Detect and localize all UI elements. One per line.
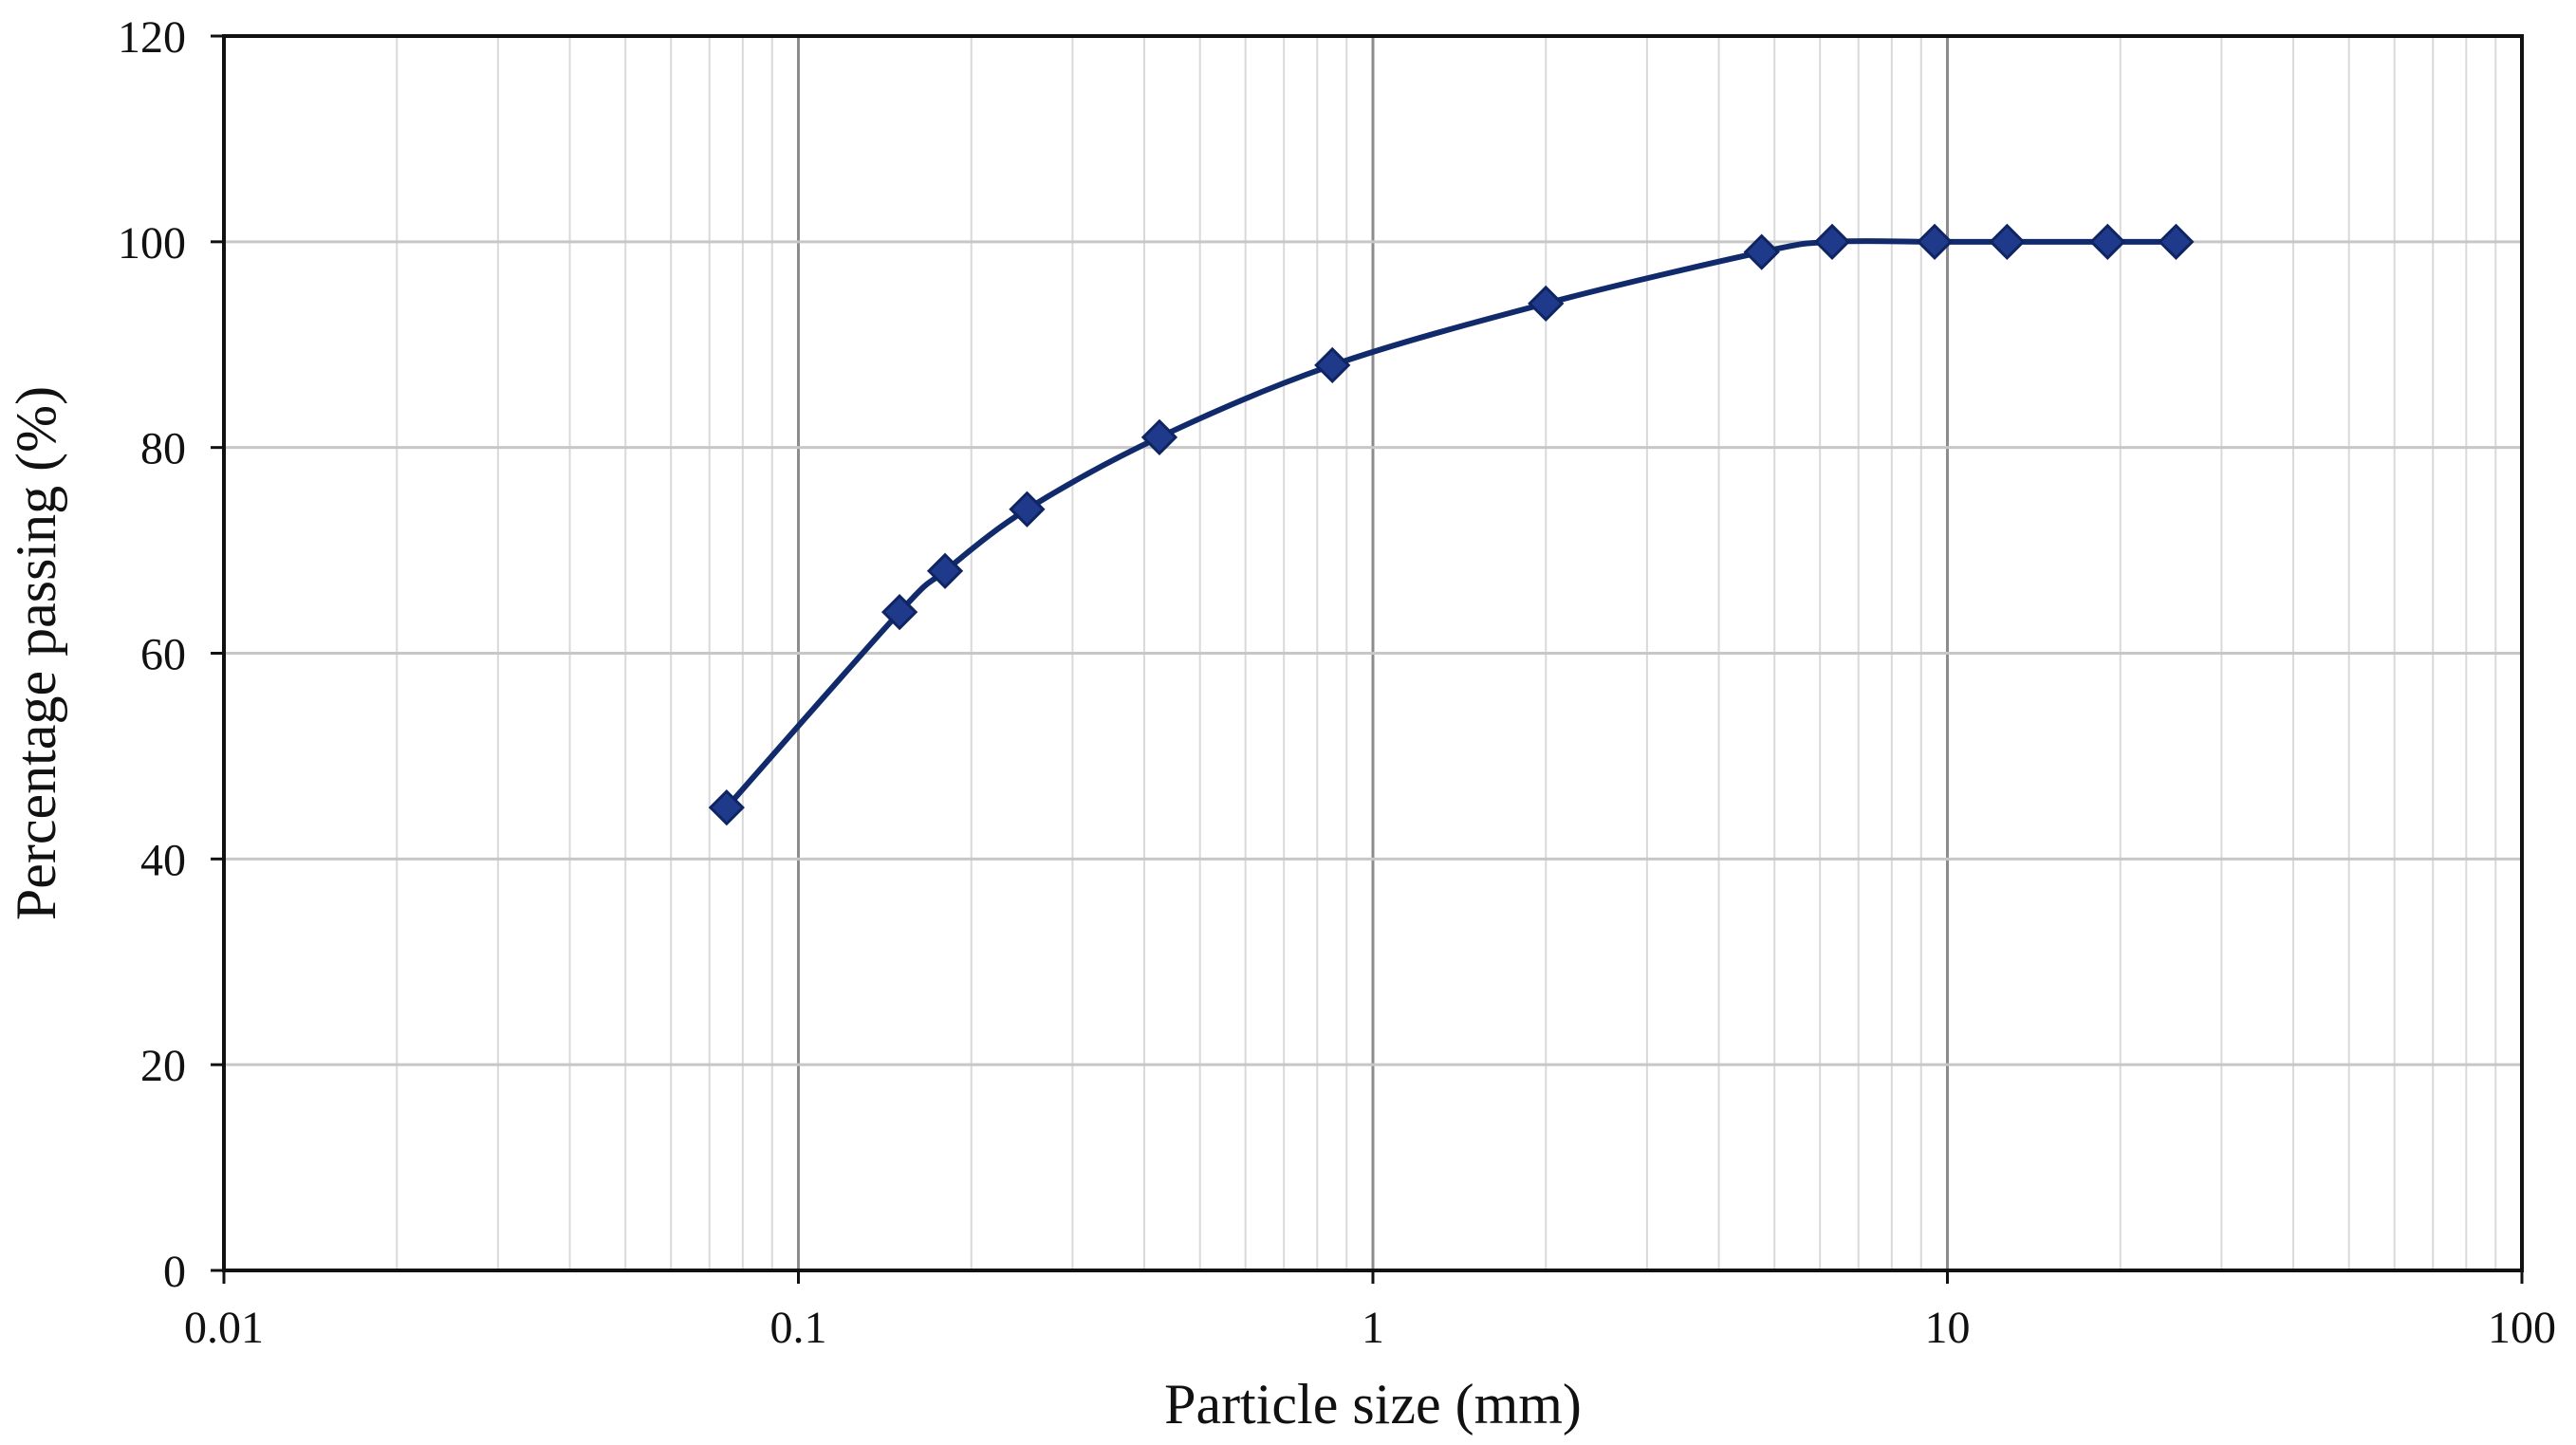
x-tick-label: 10 [1925, 1303, 1971, 1353]
x-axis-title: Particle size (mm) [1164, 1373, 1582, 1436]
y-tick-label: 100 [118, 218, 186, 269]
y-tick-label: 0 [163, 1247, 186, 1297]
data-point-diamond [1743, 233, 1780, 270]
tick-labels: 0 20 40 60 80 100 120 0.01 0.1 1 10 100 [118, 12, 2556, 1353]
y-tick-label: 60 [140, 630, 186, 680]
grid-lines [224, 36, 2522, 1270]
x-tick-label: 0.01 [184, 1303, 264, 1353]
data-point-diamond [1009, 491, 1046, 528]
x-tick-label: 0.1 [770, 1303, 827, 1353]
y-axis-title: Percentage passing (%) [5, 386, 67, 920]
x-tick-label: 100 [2488, 1303, 2556, 1353]
data-point-diamond [1528, 285, 1565, 323]
data-point-diamond [881, 594, 918, 631]
data-point-diamond [1813, 223, 1851, 260]
y-tick-label: 40 [140, 835, 186, 885]
data-point-diamond [1140, 418, 1178, 455]
series-line [724, 238, 2177, 810]
data-point-diamond [1916, 223, 1954, 260]
data-point-diamond [1989, 223, 2026, 260]
data-point-diamond [926, 552, 964, 589]
y-tick-label: 80 [140, 424, 186, 474]
y-tick-label: 20 [140, 1041, 186, 1091]
data-point-diamond [2158, 223, 2195, 260]
data-point-diamond [708, 789, 745, 826]
series-layer [708, 223, 2195, 826]
data-point-diamond [1314, 346, 1351, 384]
y-tick-label: 120 [118, 12, 186, 63]
x-tick-label: 1 [1362, 1303, 1384, 1353]
data-point-diamond [2089, 223, 2126, 260]
